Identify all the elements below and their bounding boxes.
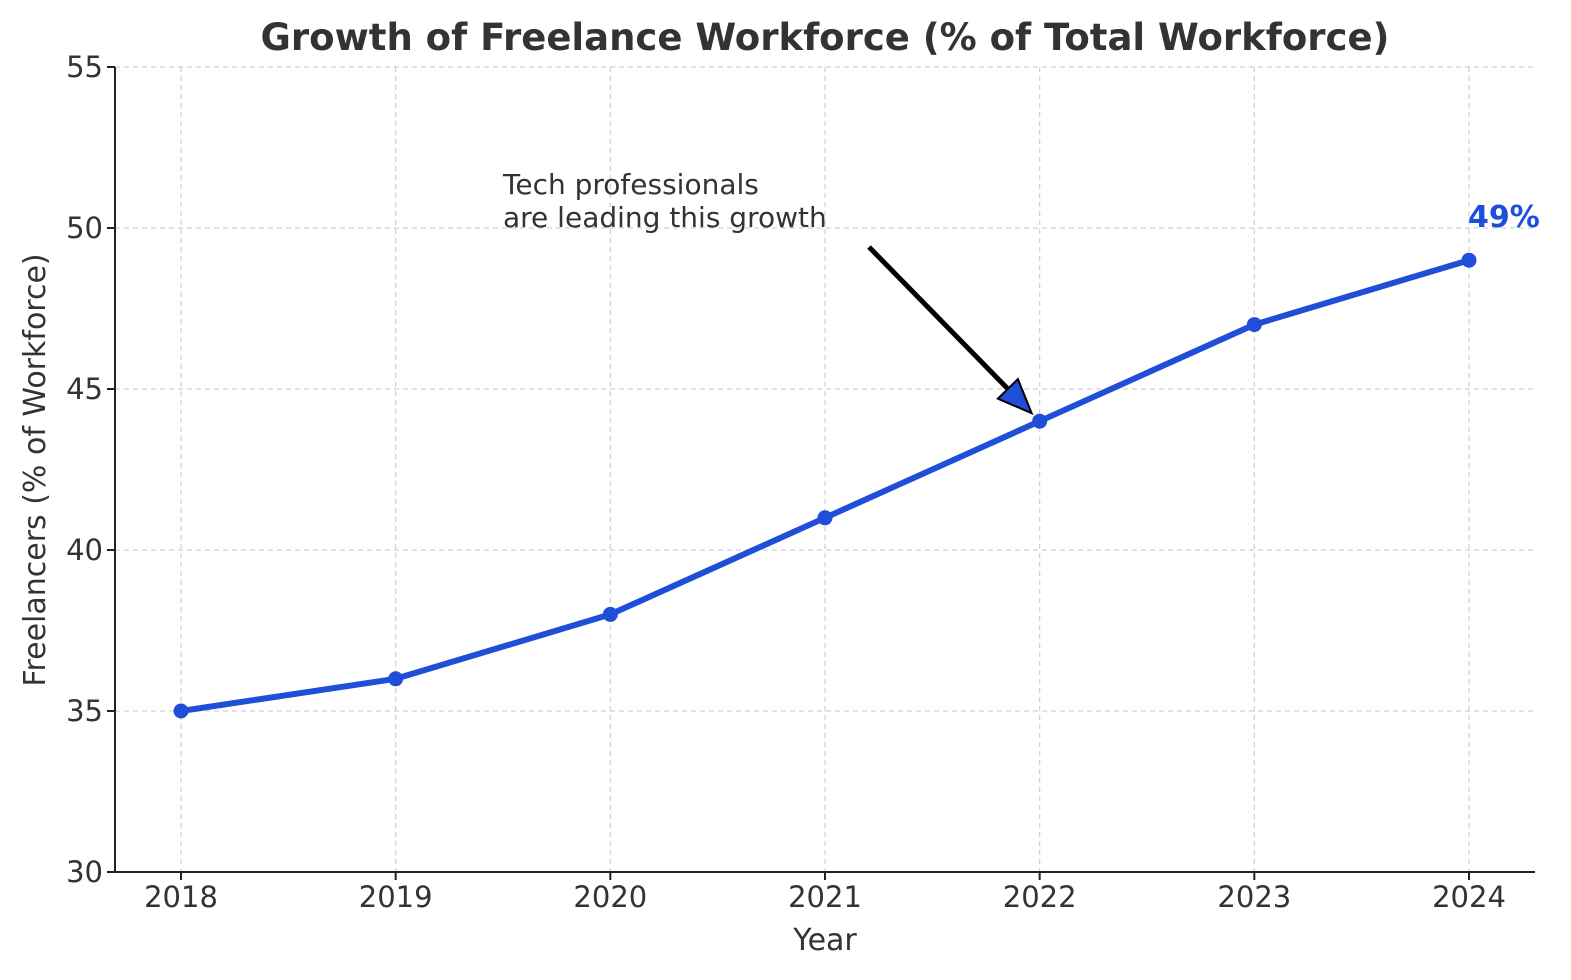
x-tick-label: 2018	[144, 880, 218, 914]
data-point	[173, 703, 189, 719]
y-tick-label: 40	[66, 533, 103, 567]
x-tick-label: 2023	[1217, 880, 1291, 914]
annotation-arrow-shaft	[867, 245, 1010, 391]
y-tick-label: 30	[66, 855, 103, 889]
data-point	[1246, 317, 1262, 333]
data-point	[1461, 252, 1477, 268]
grid-lines	[115, 66, 1535, 873]
y-tick-label: 50	[66, 211, 103, 245]
data-point	[388, 671, 404, 687]
x-tick-label: 2020	[573, 880, 647, 914]
x-tick-label: 2019	[359, 880, 433, 914]
annotation-line-2: are leading this growth	[503, 201, 827, 234]
data-point	[817, 510, 833, 526]
x-tick-label: 2022	[1003, 880, 1077, 914]
series-1	[173, 252, 1477, 719]
tick-labels: 30 35 40 45 50 55 2018 2019 2020 2021 2022 2023 2024	[66, 50, 1506, 914]
annotation-arrow-head	[996, 377, 1034, 416]
data-point	[602, 606, 618, 622]
annotation: Tech professionals are leading this grow…	[502, 168, 1034, 416]
annotation-line-1: Tech professionals	[502, 168, 759, 201]
y-axis-label: Freelancers (% of Workforce)	[18, 253, 53, 686]
x-tick-label: 2024	[1432, 880, 1506, 914]
chart-title: Growth of Freelance Workforce (% of Tota…	[261, 16, 1390, 59]
data-point	[1032, 413, 1048, 429]
y-tick-label: 45	[66, 372, 103, 406]
annotation-text: Tech professionals are leading this grow…	[502, 168, 827, 234]
x-axis-label: Year	[792, 923, 857, 958]
y-tick-label: 35	[66, 694, 103, 728]
end-value-label: 49%	[1468, 200, 1540, 235]
x-tick-label: 2021	[788, 880, 862, 914]
y-tick-label: 55	[66, 50, 103, 84]
